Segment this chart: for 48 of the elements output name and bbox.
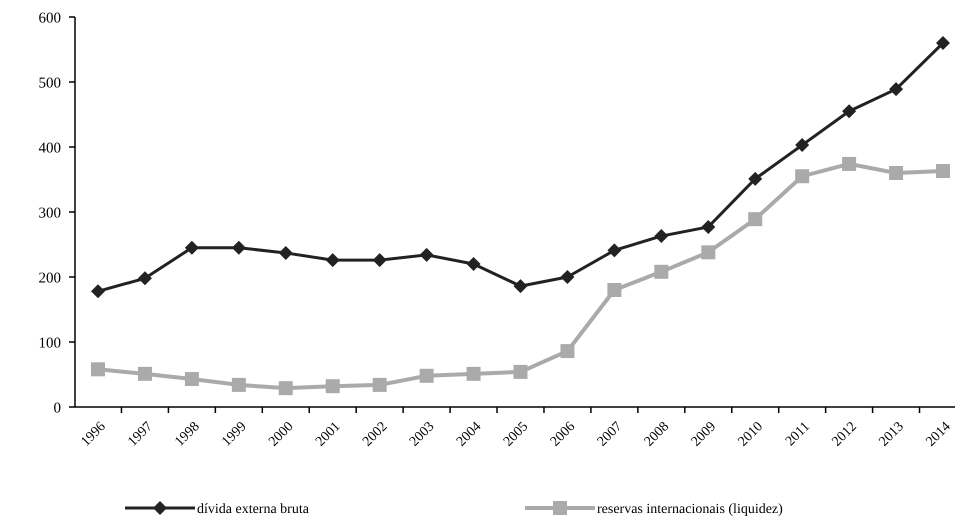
point xyxy=(936,36,950,50)
point xyxy=(420,368,434,383)
y-tick-label: 300 xyxy=(38,205,61,222)
point xyxy=(466,257,481,271)
point xyxy=(184,240,199,255)
legend-label: dívida externa bruta xyxy=(197,502,310,517)
y-tick-label: 400 xyxy=(38,140,61,156)
point xyxy=(278,381,293,396)
point xyxy=(372,378,387,392)
point xyxy=(326,253,340,268)
y-tick-label: 600 xyxy=(38,10,61,26)
legend-label: reservas internacionais (liquidez) xyxy=(597,502,784,517)
point xyxy=(936,164,950,178)
point xyxy=(748,172,762,186)
point xyxy=(372,253,387,268)
point xyxy=(560,344,574,358)
point xyxy=(138,271,152,286)
point xyxy=(138,366,152,381)
point xyxy=(842,104,856,118)
point xyxy=(701,220,716,234)
point xyxy=(607,243,622,258)
point xyxy=(560,270,574,284)
point xyxy=(889,82,904,96)
point xyxy=(278,246,293,260)
y-tick-label: 200 xyxy=(38,270,61,286)
x-tick-label: 2011 xyxy=(782,419,813,450)
point xyxy=(91,284,105,298)
point xyxy=(184,372,199,386)
point xyxy=(842,156,856,171)
point xyxy=(795,138,810,152)
point xyxy=(748,212,762,226)
point xyxy=(607,283,622,297)
point xyxy=(654,264,668,279)
point xyxy=(701,245,716,260)
point xyxy=(232,240,246,255)
point xyxy=(420,248,434,262)
point xyxy=(889,166,904,180)
point xyxy=(514,364,528,379)
point xyxy=(654,229,668,244)
y-tick-label: 500 xyxy=(38,75,61,92)
point xyxy=(795,169,810,184)
point xyxy=(466,366,481,381)
y-tick-label: 0 xyxy=(54,400,61,416)
point xyxy=(232,378,246,392)
y-tick-label: 100 xyxy=(38,335,61,352)
point xyxy=(514,279,528,294)
point xyxy=(91,362,105,376)
point xyxy=(326,379,340,394)
